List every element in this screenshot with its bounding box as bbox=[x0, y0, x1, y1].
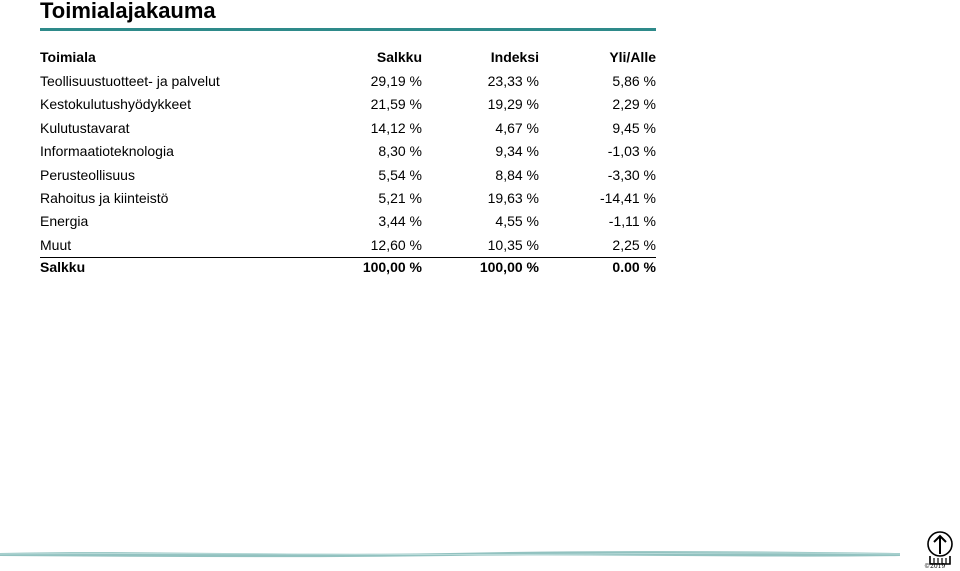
cell-sector: Muut bbox=[40, 236, 72, 253]
total-portfolio: 100,00 % bbox=[320, 257, 422, 278]
header-sector: Toimiala bbox=[40, 49, 96, 65]
cell-index: 10,35 % bbox=[487, 236, 539, 253]
table-row: Rahoitus ja kiinteistö 5,21 % 19,63 % -1… bbox=[40, 187, 656, 210]
table-row: Teollisuustuotteet- ja palvelut 29,19 % … bbox=[40, 70, 656, 93]
cell-sector: Kulutustavarat bbox=[40, 119, 130, 136]
table-row: Muut 12,60 % 10,35 % 2,25 % bbox=[40, 234, 656, 258]
cell-over-under: -3,30 % bbox=[607, 166, 656, 183]
footer-wave-highlight bbox=[0, 552, 900, 556]
cell-over-under: -1,11 % bbox=[608, 213, 656, 230]
cell-portfolio: 14,12 % bbox=[370, 119, 422, 136]
cell-index: 19,63 % bbox=[487, 190, 539, 207]
cell-over-under: -14,41 % bbox=[599, 190, 656, 207]
logo-caption: ©2019 bbox=[924, 563, 946, 570]
cell-index: 19,29 % bbox=[487, 96, 539, 113]
table-row: Informaatioteknologia 8,30 % 9,34 % -1,0… bbox=[40, 140, 656, 163]
table-row: Kulutustavarat 14,12 % 4,67 % 9,45 % bbox=[40, 117, 656, 140]
footer-wave-band bbox=[0, 551, 900, 558]
header-portfolio: Salkku bbox=[376, 49, 422, 65]
cell-over-under: 2,29 % bbox=[612, 96, 656, 113]
header-over-under: Yli/Alle bbox=[609, 49, 656, 65]
page-title: Toimialajakauma bbox=[40, 0, 216, 23]
sector-allocation-table: Toimiala Salkku Indeksi Yli/Alle Teollis… bbox=[40, 44, 656, 278]
cell-portfolio: 29,19 % bbox=[370, 73, 422, 89]
cell-over-under: 5,86 % bbox=[612, 73, 656, 89]
cell-sector: Energia bbox=[40, 213, 89, 230]
cell-portfolio: 21,59 % bbox=[370, 96, 422, 113]
table-header-row: Toimiala Salkku Indeksi Yli/Alle bbox=[40, 44, 656, 70]
table-row: Energia 3,44 % 4,55 % -1,11 % bbox=[40, 210, 656, 233]
cell-index: 23,33 % bbox=[487, 73, 539, 89]
cell-over-under: -1,03 % bbox=[607, 143, 656, 160]
title-rule bbox=[40, 28, 656, 31]
cell-portfolio: 5,54 % bbox=[378, 166, 422, 183]
cell-portfolio: 8,30 % bbox=[378, 143, 422, 160]
header-index: Indeksi bbox=[490, 49, 539, 65]
cell-portfolio: 5,21 % bbox=[378, 190, 422, 207]
cell-over-under: 2,25 % bbox=[612, 236, 656, 253]
table-row: Perusteollisuus 5,54 % 8,84 % -3,30 % bbox=[40, 164, 656, 187]
cell-sector: Teollisuustuotteet- ja palvelut bbox=[40, 73, 220, 89]
cell-over-under: 9,45 % bbox=[612, 119, 656, 136]
cell-index: 4,67 % bbox=[495, 119, 539, 136]
cell-portfolio: 3,44 % bbox=[378, 213, 422, 230]
cell-sector: Perusteollisuus bbox=[40, 166, 135, 183]
total-label: Salkku bbox=[40, 257, 320, 278]
cell-sector: Rahoitus ja kiinteistö bbox=[40, 190, 169, 207]
cell-sector: Informaatioteknologia bbox=[40, 143, 174, 160]
cell-index: 9,34 % bbox=[495, 143, 539, 160]
total-over-under: 0.00 % bbox=[539, 257, 656, 278]
cell-index: 4,55 % bbox=[495, 213, 539, 230]
seal-logo-icon bbox=[927, 531, 953, 565]
cell-sector: Kestokulutushyödykkeet bbox=[40, 96, 191, 113]
total-row: Salkku 100,00 % 100,00 % 0.00 % bbox=[40, 257, 656, 278]
cell-index: 8,84 % bbox=[495, 166, 539, 183]
cell-portfolio: 12,60 % bbox=[370, 236, 422, 253]
total-index: 100,00 % bbox=[422, 257, 539, 278]
table-row: Kestokulutushyödykkeet 21,59 % 19,29 % 2… bbox=[40, 93, 656, 116]
